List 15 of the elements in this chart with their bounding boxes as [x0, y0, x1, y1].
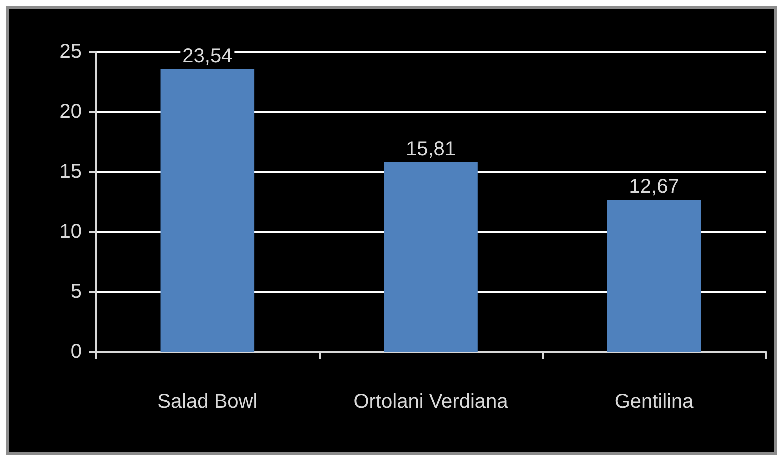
x-tick-label: Gentilina — [614, 391, 695, 413]
y-tick-label: 25 — [60, 41, 82, 63]
y-tick-label: 15 — [60, 161, 82, 183]
x-tick-label: Ortolani Verdiana — [354, 391, 510, 413]
x-tick-label: Salad Bowl — [158, 391, 258, 413]
y-tick-label: 5 — [70, 281, 82, 303]
y-tick-label: 10 — [60, 221, 82, 243]
y-tick-label: 20 — [60, 101, 82, 123]
data-label: 15,81 — [406, 138, 456, 160]
y-tick-label: 0 — [70, 341, 82, 363]
bar — [384, 162, 478, 352]
data-label: 12,67 — [629, 176, 680, 198]
bar — [607, 200, 702, 352]
data-label: 23,54 — [182, 46, 233, 68]
bar — [160, 70, 255, 352]
